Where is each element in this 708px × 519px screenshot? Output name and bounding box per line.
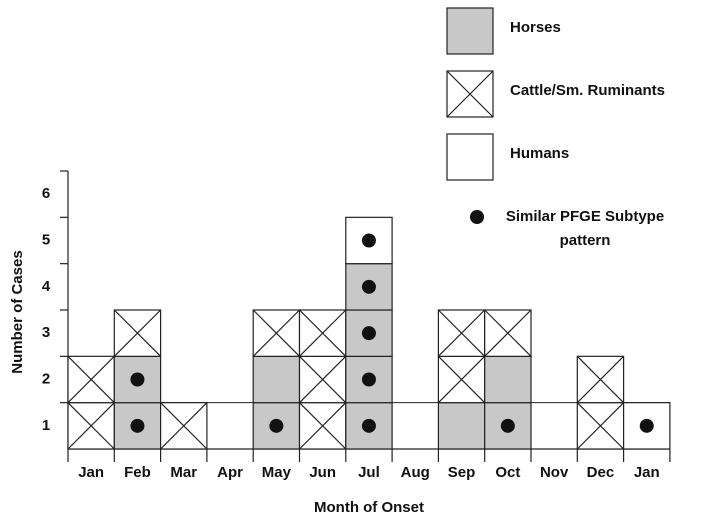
pfge-dot bbox=[361, 279, 376, 294]
case-stack-segment bbox=[437, 309, 486, 404]
pfge-dot bbox=[361, 326, 376, 341]
case-stack-segment bbox=[160, 402, 208, 450]
x-tick-label: Mar bbox=[170, 464, 197, 481]
case-box bbox=[252, 355, 301, 404]
pfge-dot bbox=[361, 372, 376, 387]
case-cross bbox=[160, 402, 208, 450]
x-tick-label: Sep bbox=[448, 464, 476, 481]
case-cross bbox=[576, 355, 625, 404]
pfge-dot bbox=[361, 418, 376, 433]
legend-dot bbox=[470, 210, 484, 224]
case-stack-segment bbox=[67, 355, 115, 450]
pfge-dot bbox=[130, 372, 145, 387]
case-cross bbox=[484, 309, 532, 357]
case-stack-segment bbox=[298, 309, 347, 450]
legend-label: Humans bbox=[510, 145, 569, 162]
pfge-dots bbox=[639, 418, 654, 433]
x-tick-label: Aug bbox=[401, 464, 430, 481]
case-cross bbox=[67, 402, 115, 450]
y-tick-label: 4 bbox=[42, 278, 51, 295]
pfge-dot bbox=[639, 418, 654, 433]
case-cross bbox=[576, 402, 625, 450]
case-stack-segment bbox=[484, 355, 532, 450]
pfge-dots bbox=[130, 372, 145, 433]
y-tick-label: 2 bbox=[42, 370, 50, 387]
legend-label: Horses bbox=[510, 19, 561, 36]
x-tick-label: Oct bbox=[495, 464, 520, 481]
case-cross bbox=[299, 402, 347, 450]
pfge-dots bbox=[500, 418, 515, 433]
x-tick-label: Feb bbox=[124, 464, 151, 481]
case-box bbox=[446, 7, 494, 55]
case-cross bbox=[437, 309, 486, 357]
pfge-dot bbox=[269, 418, 284, 433]
y-axis-title: Number of Cases bbox=[9, 250, 26, 373]
case-cross bbox=[113, 309, 162, 357]
pfge-dot bbox=[130, 418, 145, 433]
y-tick-label: 1 bbox=[42, 417, 50, 434]
x-tick-label: Apr bbox=[217, 464, 243, 481]
case-box bbox=[484, 355, 532, 404]
case-box bbox=[437, 402, 486, 450]
pfge-dot bbox=[361, 233, 376, 248]
case-cross bbox=[299, 309, 347, 357]
case-stack-segment bbox=[437, 402, 486, 450]
legend-label-wrap: Similar PFGE Subtype pattern bbox=[505, 208, 665, 249]
x-tick-label: Dec bbox=[587, 464, 615, 481]
x-tick-label: Jan bbox=[78, 464, 104, 481]
x-tick-label: May bbox=[262, 464, 292, 481]
case-stack-segment bbox=[252, 355, 301, 450]
x-axis-title: Month of Onset bbox=[314, 499, 424, 516]
x-tick-label: Jun bbox=[309, 464, 336, 481]
case-cross bbox=[67, 355, 115, 404]
case-cross bbox=[446, 70, 494, 118]
case-cross bbox=[437, 355, 486, 404]
case-cross bbox=[299, 355, 347, 404]
pfge-dots bbox=[361, 233, 376, 433]
case-stack-segment bbox=[113, 309, 162, 357]
legend-label: Cattle/Sm. Ruminants bbox=[510, 82, 665, 99]
legend-label: Similar PFGE Subtype pattern bbox=[505, 208, 665, 249]
pfge-dot bbox=[500, 418, 515, 433]
y-tick-label: 5 bbox=[42, 231, 50, 248]
case-stack-segment bbox=[113, 355, 162, 450]
x-tick-label: Jan bbox=[634, 464, 660, 481]
y-tick-label: 6 bbox=[42, 185, 50, 202]
case-cross bbox=[252, 309, 300, 357]
case-stack-segment bbox=[252, 309, 301, 357]
y-tick-label: 3 bbox=[42, 324, 50, 341]
case-stack-segment bbox=[576, 355, 625, 450]
case-box bbox=[446, 133, 494, 181]
case-stack-segment bbox=[484, 309, 532, 357]
pfge-dots bbox=[269, 418, 284, 433]
x-tick-label: Nov bbox=[540, 464, 569, 481]
x-tick-label: Jul bbox=[358, 464, 380, 481]
